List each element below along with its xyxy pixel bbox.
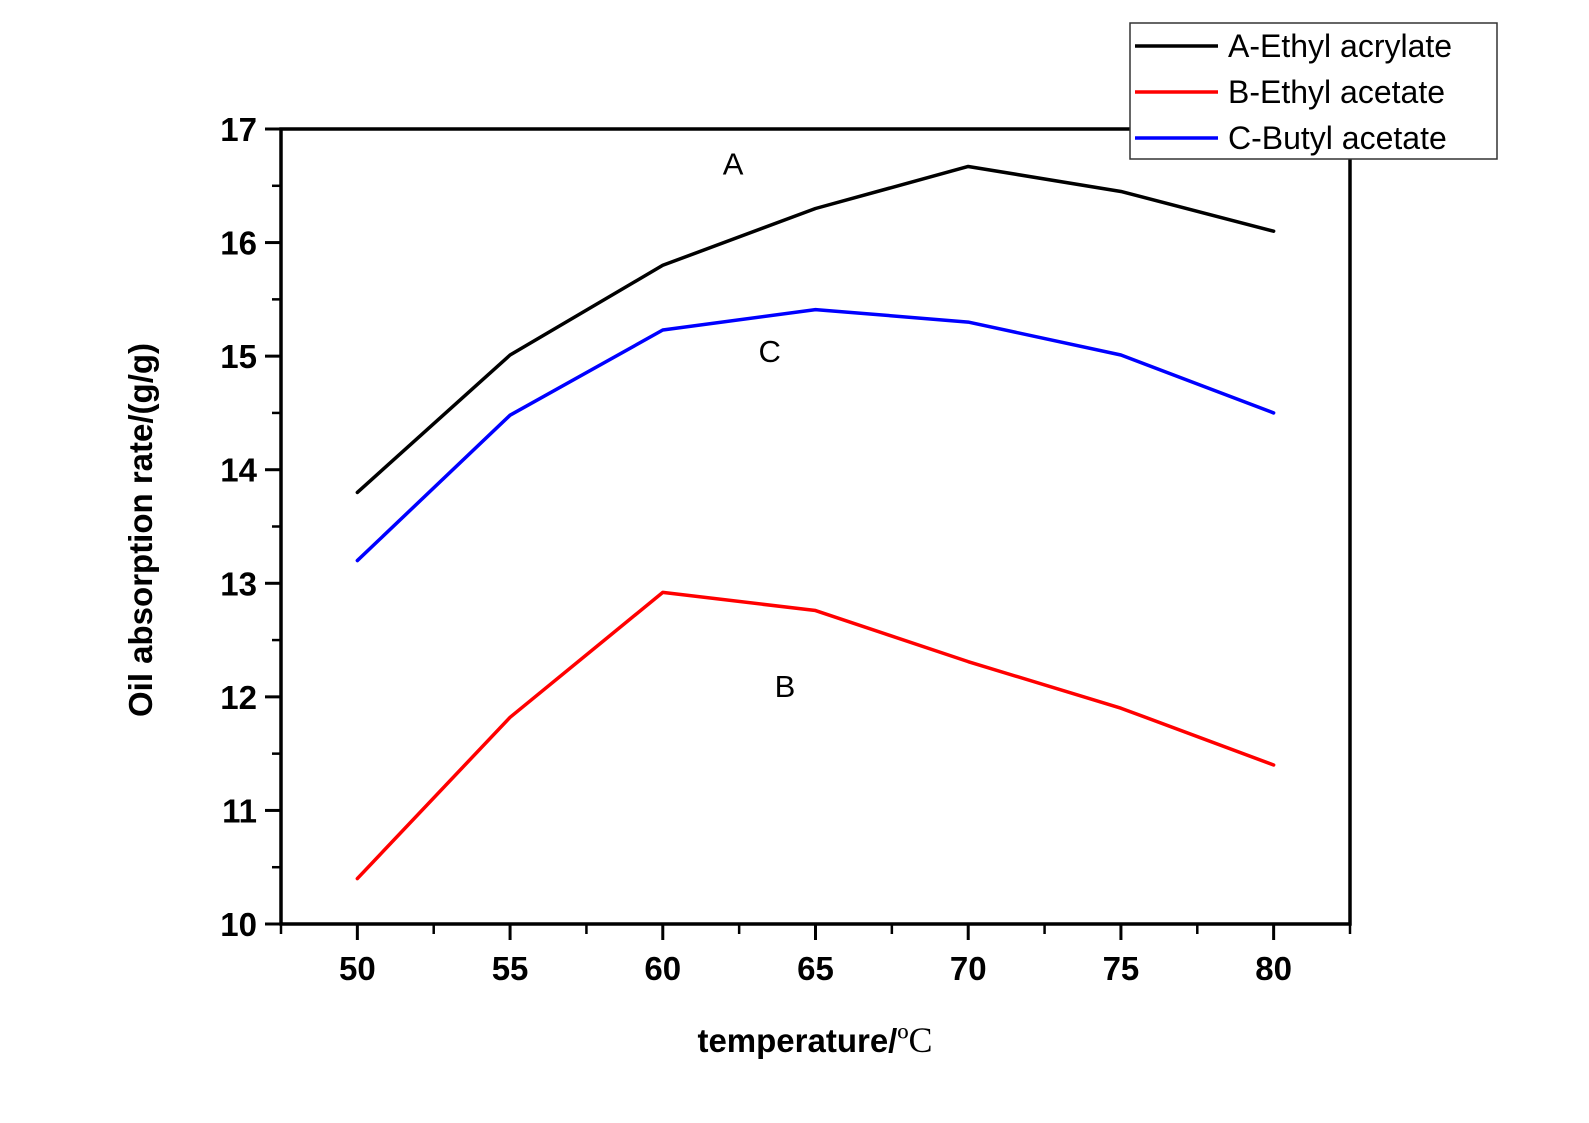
y-tick-label: 14 (220, 452, 257, 489)
y-tick-label: 17 (220, 111, 257, 148)
y-tick-label: 16 (220, 225, 257, 262)
curve-label-b: B (775, 669, 796, 704)
x-tick-label: 65 (797, 950, 834, 987)
legend: A-Ethyl acrylate B-Ethyl acetate C-Butyl a… (1129, 22, 1498, 160)
legend-label-b: B-Ethyl acetate (1228, 74, 1445, 110)
y-tick-label: 15 (220, 338, 257, 375)
x-tick-label: 55 (492, 950, 529, 987)
series-lines (355, 164, 1276, 881)
x-tick-label: 60 (644, 950, 681, 987)
curve-labels: A B C (723, 146, 796, 703)
x-tick-label: 50 (339, 950, 376, 987)
y-tick-label: 10 (220, 906, 257, 943)
y-tick-label: 12 (220, 679, 257, 716)
x-tick-label: 75 (1103, 950, 1140, 987)
y-tick-label: 13 (220, 565, 257, 602)
x-tick-label: 80 (1255, 950, 1292, 987)
curve-label-c: C (758, 334, 780, 369)
y-axis-title: Oil absorption rate/(g/g) (122, 343, 159, 717)
legend-label-c: C-Butyl acetate (1228, 120, 1447, 156)
legend-label-a: A-Ethyl acrylate (1228, 28, 1452, 64)
curve-label-a: A (723, 146, 744, 181)
tick-labels: 50 55 60 65 70 75 80 10 11 12 13 14 15 16 17 (220, 111, 1292, 987)
x-tick-label: 70 (950, 950, 987, 987)
x-axis-title: temperature/ºC (697, 1020, 932, 1060)
y-tick-label: 11 (222, 792, 257, 829)
plot-frame (279, 127, 1352, 926)
